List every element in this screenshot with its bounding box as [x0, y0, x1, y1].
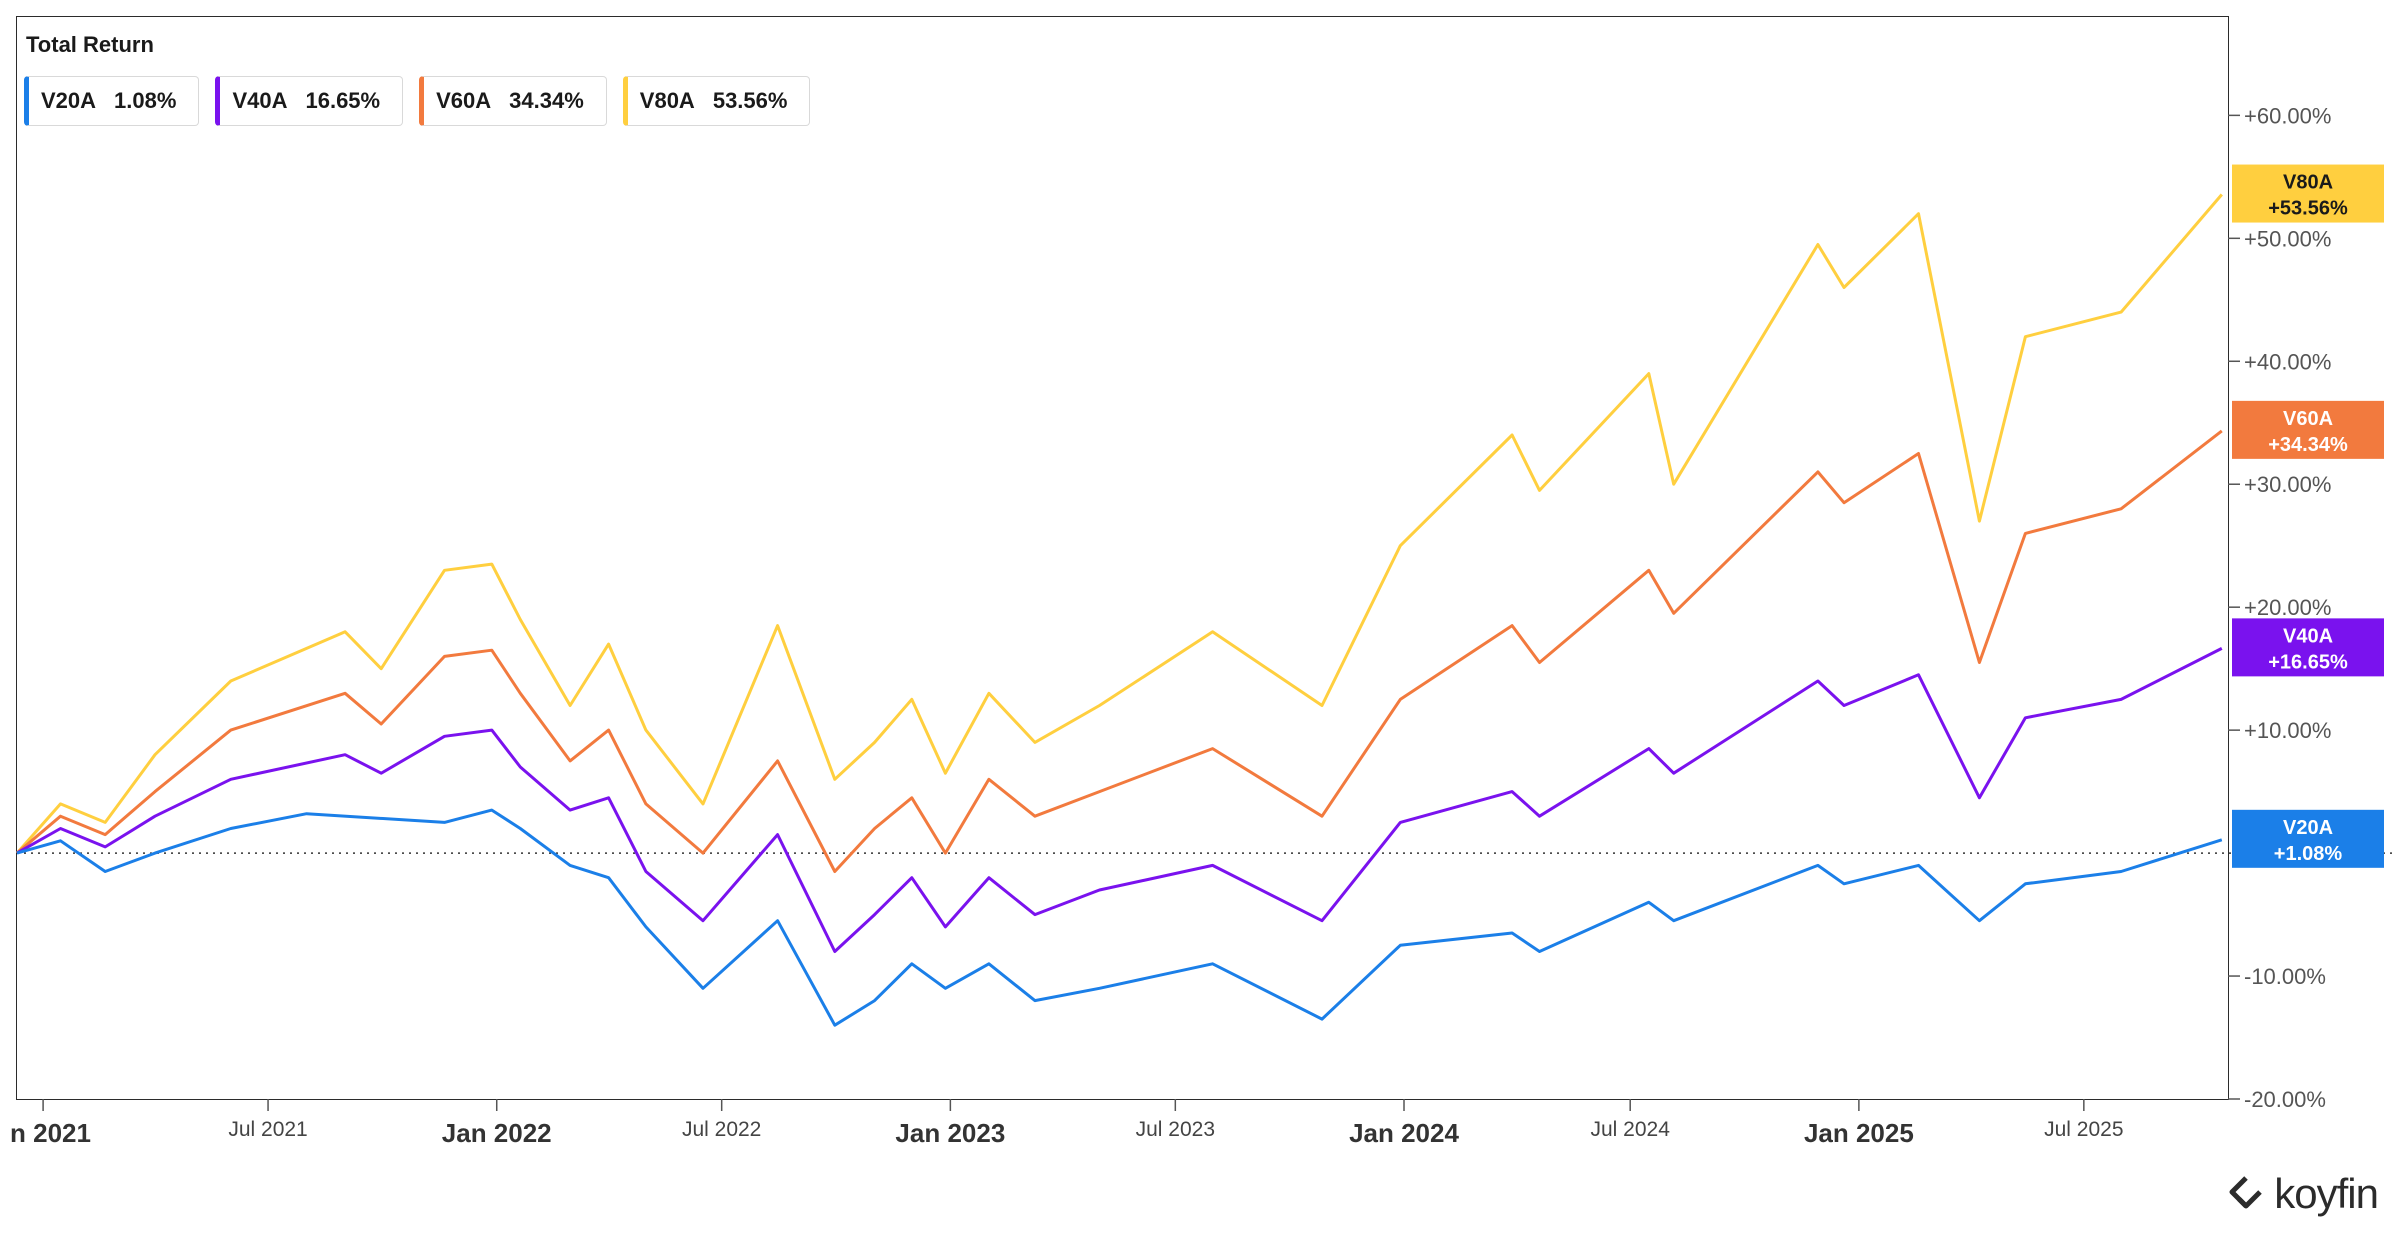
chart-frame — [16, 16, 2229, 1100]
legend-series-value: 1.08% — [114, 88, 177, 113]
x-tick-label: Jan 2022 — [442, 1118, 552, 1148]
x-tick-label: n 2021 — [10, 1118, 91, 1148]
y-tick-label: +40.00% — [2244, 349, 2331, 374]
koyfin-logo-icon — [2229, 1176, 2263, 1209]
end-label-name: V60A — [2283, 408, 2333, 430]
legend-series-name: V60A — [436, 88, 492, 113]
series-line-v80a — [15, 193, 2223, 855]
x-tick-label: Jul 2023 — [1136, 1118, 1215, 1141]
end-label-box — [2232, 618, 2384, 677]
end-label-box — [2232, 400, 2384, 459]
legend-series-value: 53.56% — [712, 88, 788, 113]
legend-chip-v20a[interactable]: V20A 1.08% — [24, 76, 200, 126]
series-line-v20a — [16, 808, 2223, 1027]
end-label-value: +34.34% — [2268, 434, 2348, 456]
legend-chip-v60a[interactable]: V60A 34.34% — [419, 76, 607, 126]
end-label-v80a: V80A +53.56% — [2232, 164, 2384, 223]
y-tick-label: -20.00% — [2244, 1087, 2326, 1112]
end-label-name: V40A — [2283, 625, 2333, 647]
x-tick-label: Jan 2024 — [1349, 1118, 1459, 1148]
end-label-v60a: V60A +34.34% — [2232, 400, 2384, 459]
end-label-v40a: V40A +16.65% — [2232, 618, 2384, 677]
y-tick-label: +50.00% — [2244, 226, 2331, 251]
y-tick-label: +30.00% — [2244, 472, 2331, 497]
legend-series-value: 34.34% — [509, 88, 584, 113]
end-label-box — [2232, 809, 2384, 868]
end-label-value: +53.56% — [2268, 198, 2348, 220]
end-label-name: V20A — [2283, 817, 2333, 839]
legend: V20A 1.08% V40A 16.65% V60A 34.34% V80A … — [24, 76, 811, 126]
brand-name: koyfin — [2274, 1170, 2379, 1217]
brand-logo: koyfin — [2226, 1170, 2379, 1218]
x-tick-label: Jan 2023 — [895, 1118, 1005, 1148]
end-label-value: +16.65% — [2268, 651, 2348, 673]
legend-series-name: V20A — [41, 88, 97, 113]
legend-chip-v40a[interactable]: V40A 16.65% — [215, 76, 404, 126]
series-line-v60a — [16, 429, 2223, 873]
end-label-name: V80A — [2283, 172, 2333, 194]
legend-series-name: V80A — [639, 88, 695, 113]
legend-series-value: 16.65% — [305, 88, 381, 113]
legend-chip-v80a[interactable]: V80A 53.56% — [622, 76, 811, 126]
series-line-v40a — [16, 647, 2223, 953]
x-tick-label: Jan 2025 — [1804, 1118, 1914, 1148]
chart-title: Total Return — [26, 32, 154, 57]
x-tick-label: Jul 2022 — [682, 1118, 761, 1141]
x-tick-label: Jul 2025 — [2044, 1118, 2123, 1141]
y-tick-label: -10.00% — [2244, 964, 2326, 989]
legend-series-name: V40A — [232, 88, 288, 113]
end-label-box — [2232, 164, 2384, 223]
y-tick-label: +60.00% — [2244, 103, 2331, 128]
y-tick-label: +20.00% — [2244, 595, 2331, 620]
end-label-v20a: V20A +1.08% — [2232, 809, 2384, 868]
x-tick-label: Jul 2021 — [228, 1118, 307, 1141]
x-tick-label: Jul 2024 — [1590, 1118, 1670, 1141]
end-label-value: +1.08% — [2274, 843, 2343, 865]
y-tick-label: +10.00% — [2244, 718, 2331, 743]
